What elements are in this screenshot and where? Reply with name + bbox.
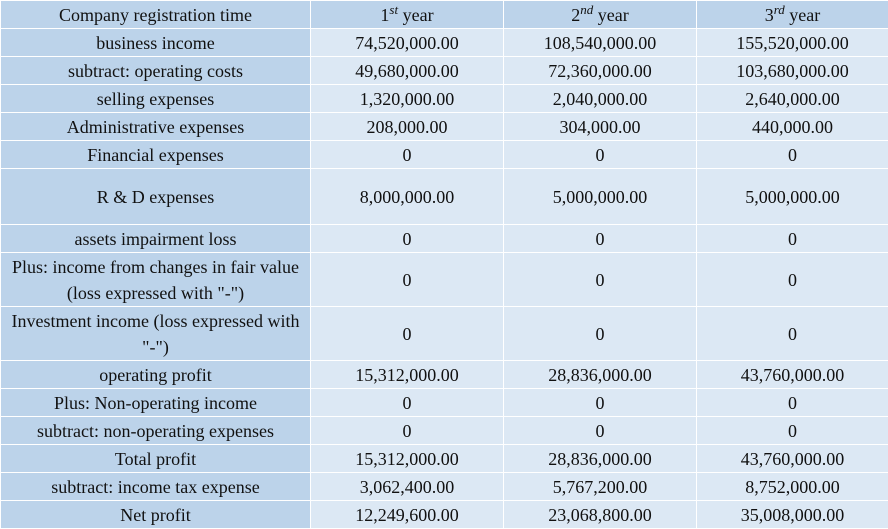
header-year-2: 2nd year	[504, 1, 697, 29]
table-row: Financial expenses 0 0 0	[1, 141, 888, 169]
table-row: subtract: income tax expense 3,062,400.0…	[1, 473, 888, 501]
cell-year-3: 440,000.00	[697, 113, 888, 141]
cell-year-2: 5,000,000.00	[504, 169, 697, 225]
cell-year-2: 72,360,000.00	[504, 57, 697, 85]
cell-year-3: 8,752,000.00	[697, 473, 888, 501]
cell-year-3: 155,520,000.00	[697, 29, 888, 57]
row-label: business income	[1, 29, 311, 57]
table-row: Plus: income from changes in fair value …	[1, 253, 888, 307]
cell-year-2: 5,767,200.00	[504, 473, 697, 501]
cell-year-2: 0	[504, 225, 697, 253]
table-row: assets impairment loss 0 0 0	[1, 225, 888, 253]
cell-year-1: 0	[311, 253, 504, 307]
cell-year-2: 0	[504, 389, 697, 417]
header-year-3: 3rd year	[697, 1, 888, 29]
table-row: business income 74,520,000.00 108,540,00…	[1, 29, 888, 57]
table-row: selling expenses 1,320,000.00 2,040,000.…	[1, 85, 888, 113]
cell-year-2: 23,068,800.00	[504, 501, 697, 529]
header-row: Company registration time 1st year 2nd y…	[1, 1, 888, 29]
cell-year-3: 0	[697, 307, 888, 361]
header-label-col: Company registration time	[1, 1, 311, 29]
table-row: subtract: non-operating expenses 0 0 0	[1, 417, 888, 445]
table-row: R & D expenses 8,000,000.00 5,000,000.00…	[1, 169, 888, 225]
row-label: Net profit	[1, 501, 311, 529]
table-row: Plus: Non-operating income 0 0 0	[1, 389, 888, 417]
cell-year-1: 74,520,000.00	[311, 29, 504, 57]
cell-year-1: 1,320,000.00	[311, 85, 504, 113]
cell-year-2: 108,540,000.00	[504, 29, 697, 57]
cell-year-1: 15,312,000.00	[311, 361, 504, 389]
cell-year-1: 3,062,400.00	[311, 473, 504, 501]
header-year-1: 1st year	[311, 1, 504, 29]
row-label: Plus: Non-operating income	[1, 389, 311, 417]
row-label: R & D expenses	[1, 169, 311, 225]
row-label: subtract: non-operating expenses	[1, 417, 311, 445]
cell-year-2: 28,836,000.00	[504, 361, 697, 389]
table-row: operating profit 15,312,000.00 28,836,00…	[1, 361, 888, 389]
row-label: assets impairment loss	[1, 225, 311, 253]
cell-year-2: 0	[504, 253, 697, 307]
cell-year-3: 0	[697, 253, 888, 307]
table-row: Investment income (loss expressed with "…	[1, 307, 888, 361]
cell-year-1: 208,000.00	[311, 113, 504, 141]
cell-year-3: 103,680,000.00	[697, 57, 888, 85]
row-label: operating profit	[1, 361, 311, 389]
cell-year-1: 12,249,600.00	[311, 501, 504, 529]
row-label: subtract: income tax expense	[1, 473, 311, 501]
cell-year-3: 0	[697, 389, 888, 417]
cell-year-3: 0	[697, 141, 888, 169]
cell-year-1: 0	[311, 141, 504, 169]
row-label: subtract: operating costs	[1, 57, 311, 85]
row-label: Plus: income from changes in fair value …	[1, 253, 311, 307]
cell-year-3: 43,760,000.00	[697, 361, 888, 389]
cell-year-1: 49,680,000.00	[311, 57, 504, 85]
table-row: Total profit 15,312,000.00 28,836,000.00…	[1, 445, 888, 473]
cell-year-3: 43,760,000.00	[697, 445, 888, 473]
cell-year-3: 2,640,000.00	[697, 85, 888, 113]
table-row: Administrative expenses 208,000.00 304,0…	[1, 113, 888, 141]
table-row: Net profit 12,249,600.00 23,068,800.00 3…	[1, 501, 888, 529]
row-label: selling expenses	[1, 85, 311, 113]
cell-year-3: 5,000,000.00	[697, 169, 888, 225]
cell-year-2: 0	[504, 307, 697, 361]
cell-year-3: 0	[697, 417, 888, 445]
cell-year-2: 2,040,000.00	[504, 85, 697, 113]
cell-year-2: 0	[504, 141, 697, 169]
table-row: subtract: operating costs 49,680,000.00 …	[1, 57, 888, 85]
cell-year-1: 15,312,000.00	[311, 445, 504, 473]
cell-year-2: 28,836,000.00	[504, 445, 697, 473]
row-label: Total profit	[1, 445, 311, 473]
cell-year-1: 0	[311, 225, 504, 253]
cell-year-3: 0	[697, 225, 888, 253]
cell-year-2: 304,000.00	[504, 113, 697, 141]
row-label: Financial expenses	[1, 141, 311, 169]
cell-year-2: 0	[504, 417, 697, 445]
row-label: Investment income (loss expressed with "…	[1, 307, 311, 361]
cell-year-1: 0	[311, 417, 504, 445]
cell-year-1: 8,000,000.00	[311, 169, 504, 225]
cell-year-1: 0	[311, 389, 504, 417]
cell-year-3: 35,008,000.00	[697, 501, 888, 529]
row-label: Administrative expenses	[1, 113, 311, 141]
cell-year-1: 0	[311, 307, 504, 361]
